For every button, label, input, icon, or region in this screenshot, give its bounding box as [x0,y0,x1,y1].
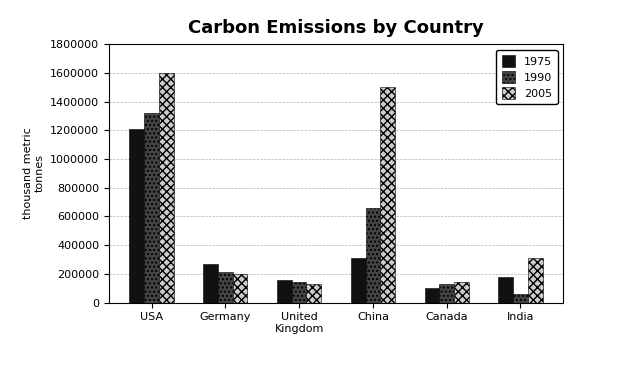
Bar [218,272,233,303]
Bar [513,294,528,303]
Bar [144,113,159,303]
Bar [528,258,543,303]
Bar [129,129,144,303]
Bar [439,284,454,303]
Bar [454,283,468,303]
Bar [233,274,248,303]
Bar [365,208,380,303]
Y-axis label: thousand metric
tonnes: thousand metric tonnes [23,128,44,219]
Bar [204,264,218,303]
Bar [380,87,395,303]
Bar [159,73,173,303]
Bar [424,287,439,303]
Bar [351,258,365,303]
Bar [277,280,292,303]
Bar [499,277,513,303]
Title: Carbon Emissions by Country: Carbon Emissions by Country [188,19,484,37]
Bar [307,284,321,303]
Legend: 1975, 1990, 2005: 1975, 1990, 2005 [496,50,557,104]
Bar [292,283,307,303]
